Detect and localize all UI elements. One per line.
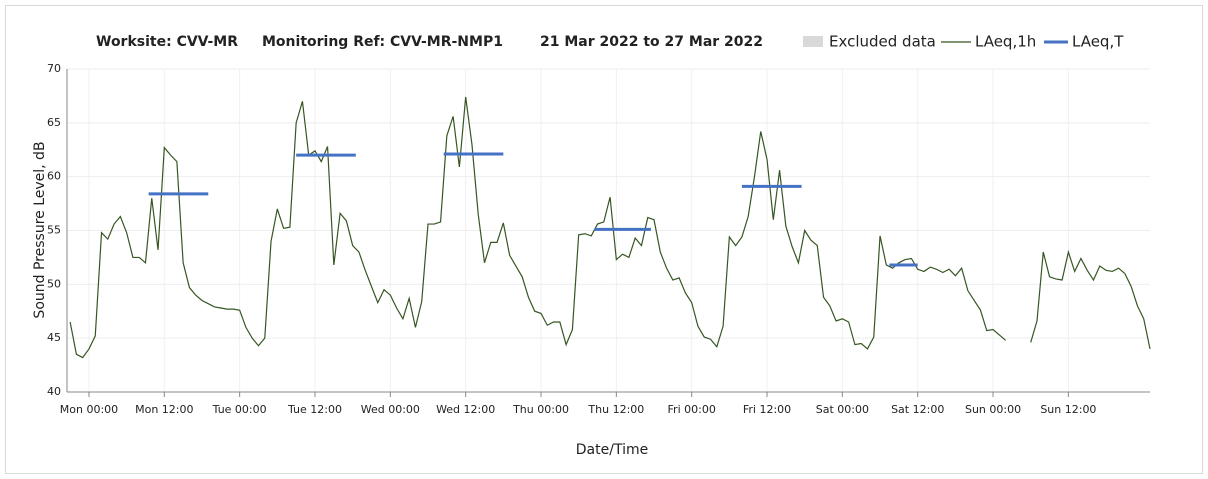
x-tick-label: Thu 00:00 (512, 403, 569, 416)
legend-label: LAeq,T (1072, 33, 1124, 51)
y-tick-label: 65 (47, 116, 61, 129)
x-tick-label: Fri 00:00 (668, 403, 716, 416)
x-axis-label: Date/Time (576, 442, 648, 458)
chart-border (5, 5, 1203, 474)
y-tick-label: 45 (47, 331, 61, 344)
title-ref: Monitoring Ref: CVV-MR-NMP1 (262, 34, 503, 50)
x-tick-label: Tue 00:00 (212, 403, 267, 416)
series-line (148, 152, 918, 267)
y-tick-label: 50 (47, 277, 61, 290)
y-axis-label: Sound Pressure Level, dB (32, 141, 48, 318)
x-tick-label: Sun 12:00 (1040, 403, 1096, 416)
x-tick-label: Tue 12:00 (287, 403, 342, 416)
x-tick-label: Mon 12:00 (135, 403, 193, 416)
y-tick-label: 60 (47, 170, 61, 183)
x-tick-label: Mon 00:00 (60, 403, 118, 416)
x-tick-label: Sun 00:00 (965, 403, 1021, 416)
x-tick-label: Thu 12:00 (587, 403, 644, 416)
x-tick-label: Fri 12:00 (743, 403, 791, 416)
legend-excluded-swatch (803, 36, 823, 47)
y-tick-label: 55 (47, 224, 61, 237)
y-tick-label: 70 (47, 62, 61, 75)
x-tick-label: Sat 12:00 (891, 403, 944, 416)
title-dates: 21 Mar 2022 to 27 Mar 2022 (540, 34, 763, 50)
title-worksite: Worksite: CVV-MR (96, 34, 238, 50)
series-line (69, 96, 1151, 359)
x-tick-label: Wed 12:00 (436, 403, 495, 416)
y-tick-label: 40 (47, 385, 61, 398)
x-tick-label: Wed 00:00 (361, 403, 420, 416)
legend-label: LAeq,1h (975, 33, 1036, 51)
legend-excluded: Excluded data (829, 33, 936, 51)
x-tick-label: Sat 00:00 (816, 403, 869, 416)
